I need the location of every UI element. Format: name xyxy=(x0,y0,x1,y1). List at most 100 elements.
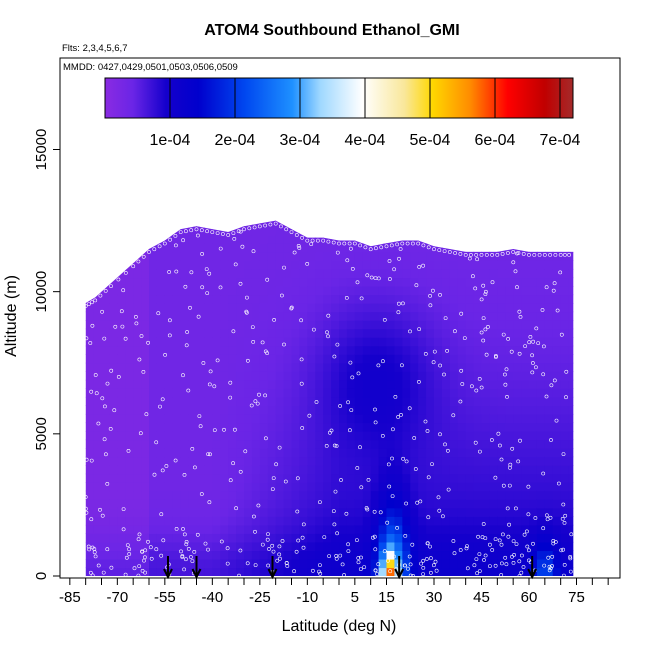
curtain-cell xyxy=(323,243,332,253)
sample-point xyxy=(311,327,316,332)
curtain-cell xyxy=(441,354,451,364)
curtain-cell xyxy=(386,234,396,244)
curtain-cell xyxy=(386,294,396,304)
curtain-cell xyxy=(536,558,546,569)
curtain-cell xyxy=(141,388,150,398)
sample-point xyxy=(299,318,304,323)
curtain-cell xyxy=(141,234,150,244)
curtain-cell xyxy=(299,354,308,364)
curtain-cell xyxy=(426,456,435,466)
curtain-cell xyxy=(473,320,483,330)
curtain-cell xyxy=(307,439,316,449)
curtain-cell xyxy=(489,234,498,244)
curtain-cell xyxy=(473,337,483,347)
curtain-cell xyxy=(513,251,522,261)
curtain-cell xyxy=(267,465,277,475)
curtain-cell xyxy=(465,465,475,475)
curtain-cell xyxy=(259,439,269,449)
curtain-cell xyxy=(529,465,538,475)
curtain-cell xyxy=(228,567,237,576)
curtain-cell xyxy=(513,320,522,330)
curtain-cell xyxy=(125,354,134,364)
curtain-cell xyxy=(236,558,245,569)
curtain-cell xyxy=(172,328,182,338)
sample-point xyxy=(493,475,498,480)
curtain-cell xyxy=(346,226,356,236)
curtain-cell xyxy=(141,516,150,526)
curtain-cell xyxy=(141,533,150,543)
curtain-cell xyxy=(299,320,308,330)
curtain-cell xyxy=(560,456,570,466)
curtain-cell xyxy=(180,507,190,517)
curtain-cell xyxy=(513,345,522,355)
x-tick-label: -70 xyxy=(106,589,128,606)
sample-point xyxy=(451,539,456,543)
curtain-cell xyxy=(346,499,356,509)
curtain-cell xyxy=(410,422,419,432)
curtain-cell xyxy=(378,524,388,534)
curtain-cell xyxy=(259,405,269,415)
curtain-cell xyxy=(529,277,538,287)
sample-point xyxy=(531,361,535,365)
curtain-cell xyxy=(299,490,308,500)
curtain-cell xyxy=(481,524,491,534)
curtain-cell xyxy=(481,490,491,500)
sample-point xyxy=(194,227,199,232)
sample-point xyxy=(142,558,146,563)
sample-point xyxy=(520,553,524,558)
curtain-cell xyxy=(560,516,570,526)
curtain-cell xyxy=(521,388,530,398)
curtain-cell xyxy=(244,328,253,338)
curtain-cell xyxy=(196,379,206,389)
curtain-cell xyxy=(236,354,245,364)
curtain-cell xyxy=(544,533,554,543)
sample-point xyxy=(198,424,203,429)
curtain-cell xyxy=(109,388,118,398)
sample-point xyxy=(190,559,195,564)
curtain-cell xyxy=(441,337,451,347)
profile-marker-arrow xyxy=(191,556,202,580)
curtain-cell xyxy=(283,277,293,287)
curtain-cell xyxy=(560,465,570,475)
sample-point xyxy=(278,224,283,229)
sample-point xyxy=(362,565,367,570)
curtain-cell xyxy=(156,328,166,338)
curtain-cell xyxy=(529,379,538,389)
sample-point xyxy=(350,266,355,271)
curtain-cell xyxy=(457,294,467,304)
curtain-cell xyxy=(339,567,348,576)
curtain-cell xyxy=(536,465,546,475)
sample-point xyxy=(266,532,270,537)
sample-point xyxy=(277,544,282,549)
curtain-cell xyxy=(283,524,293,534)
curtain-cell xyxy=(481,499,491,509)
sample-point xyxy=(511,250,516,254)
sample-point xyxy=(332,354,337,359)
curtain-cell xyxy=(220,260,229,270)
sample-point xyxy=(487,542,492,547)
curtain-cell xyxy=(418,567,427,576)
curtain-cell xyxy=(552,499,562,509)
curtain-cell xyxy=(457,482,467,492)
curtain-cell xyxy=(196,285,206,296)
curtain-cell xyxy=(125,268,134,279)
curtain-cell xyxy=(513,482,522,492)
curtain-cell xyxy=(109,541,118,552)
curtain-cell xyxy=(156,413,166,424)
curtain-cell xyxy=(117,234,126,244)
curtain-cell xyxy=(449,260,459,270)
curtain-cell xyxy=(267,507,277,517)
curtain-cell xyxy=(244,422,253,432)
curtain-cell xyxy=(85,362,95,372)
curtain-cell xyxy=(426,379,435,389)
curtain-cell xyxy=(220,405,229,415)
curtain-cell xyxy=(236,405,245,415)
curtain-cell xyxy=(457,234,467,244)
curtain-cell xyxy=(536,260,546,270)
curtain-cell xyxy=(188,430,198,441)
curtain-cell xyxy=(552,413,562,424)
curtain-cell xyxy=(172,413,182,424)
curtain-cell xyxy=(125,337,134,347)
curtain-cell xyxy=(156,260,166,270)
sample-point xyxy=(103,288,108,293)
